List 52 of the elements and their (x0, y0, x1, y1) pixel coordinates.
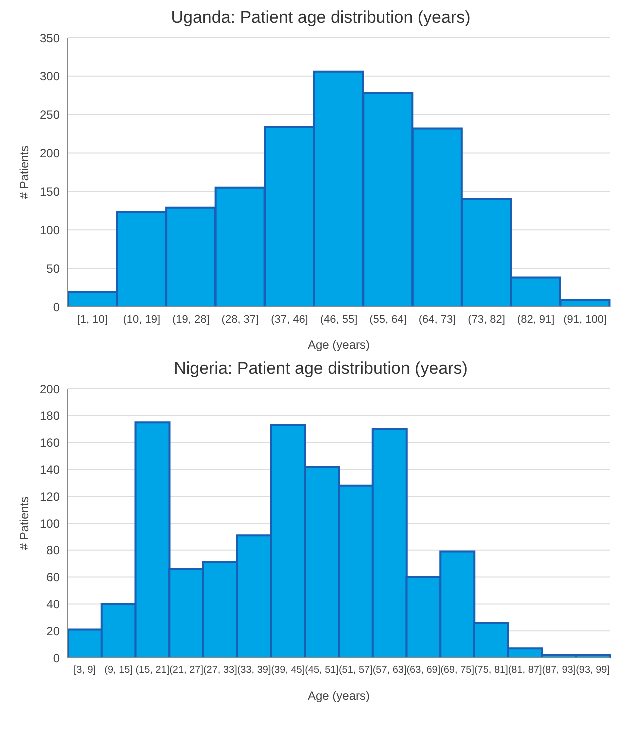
y-tick-label: 50 (46, 262, 60, 276)
y-tick-label: 350 (40, 31, 60, 46)
x-tick-label: (64, 73] (418, 314, 456, 326)
x-tick-label: (27, 33] (203, 665, 238, 676)
y-tick-label: 100 (40, 516, 60, 531)
y-tick-label: 200 (40, 382, 60, 396)
y-tick-label: 60 (46, 570, 60, 585)
y-axis-title: # Patients (17, 146, 32, 200)
x-tick-label: (21, 27] (170, 665, 204, 676)
x-tick-label: (69, 75] (440, 665, 475, 676)
x-axis-title: Age (years) (308, 338, 370, 352)
chart-title: Uganda: Patient age distribution (years) (170, 8, 472, 28)
x-tick-label: (39, 45] (271, 665, 306, 676)
x-tick-label: (9, 15] (104, 665, 134, 676)
y-tick-label: 100 (40, 223, 60, 238)
x-tick-label: (33, 39] (237, 665, 272, 676)
y-tick-label: 20 (46, 624, 60, 638)
x-tick-label: (37, 46] (271, 314, 308, 326)
x-tick-label: (57, 63] (372, 665, 407, 676)
y-tick-label: 160 (40, 436, 60, 450)
x-tick-label: (55, 64] (370, 314, 407, 326)
y-tick-label: 40 (46, 597, 60, 612)
x-tick-label: (82, 91] (517, 314, 555, 326)
x-axis-title: Age (years) (308, 689, 370, 703)
y-tick-label: 140 (40, 462, 60, 477)
x-tick-label: (10, 19] (123, 314, 161, 326)
y-tick-label: 0 (53, 300, 60, 314)
y-tick-label: 250 (40, 108, 60, 122)
x-tick-label: (15, 21] (136, 665, 170, 676)
x-tick-label: (93, 99] (576, 665, 610, 676)
y-tick-label: 300 (40, 70, 60, 84)
y-tick-label: 200 (40, 146, 60, 161)
x-tick-label: (91, 100] (564, 314, 608, 326)
x-tick-label: (46, 55] (320, 314, 358, 326)
x-tick-label: [1, 10] (77, 314, 108, 326)
y-tick-label: 0 (53, 651, 60, 666)
chart-title: Nigeria: Patient age distribution (years) (173, 359, 469, 379)
x-tick-label: [3, 9] (74, 665, 96, 676)
x-tick-label: (73, 82] (468, 314, 506, 326)
y-tick-label: 120 (40, 490, 60, 504)
x-tick-label: (19, 28] (172, 314, 210, 326)
x-tick-label: (45, 51] (305, 665, 340, 676)
x-tick-label: (75, 81] (474, 665, 509, 676)
x-tick-label: (63, 69] (406, 665, 441, 676)
x-tick-label: (51, 57] (338, 665, 374, 676)
y-tick-label: 180 (40, 409, 60, 424)
y-tick-label: 150 (40, 184, 60, 199)
x-tick-label: (28, 37] (222, 314, 260, 326)
x-tick-label: (87, 93] (542, 665, 576, 676)
y-axis-title: # Patients (17, 496, 32, 550)
y-tick-label: 80 (46, 544, 60, 558)
x-tick-label: (81, 87] (508, 665, 542, 676)
